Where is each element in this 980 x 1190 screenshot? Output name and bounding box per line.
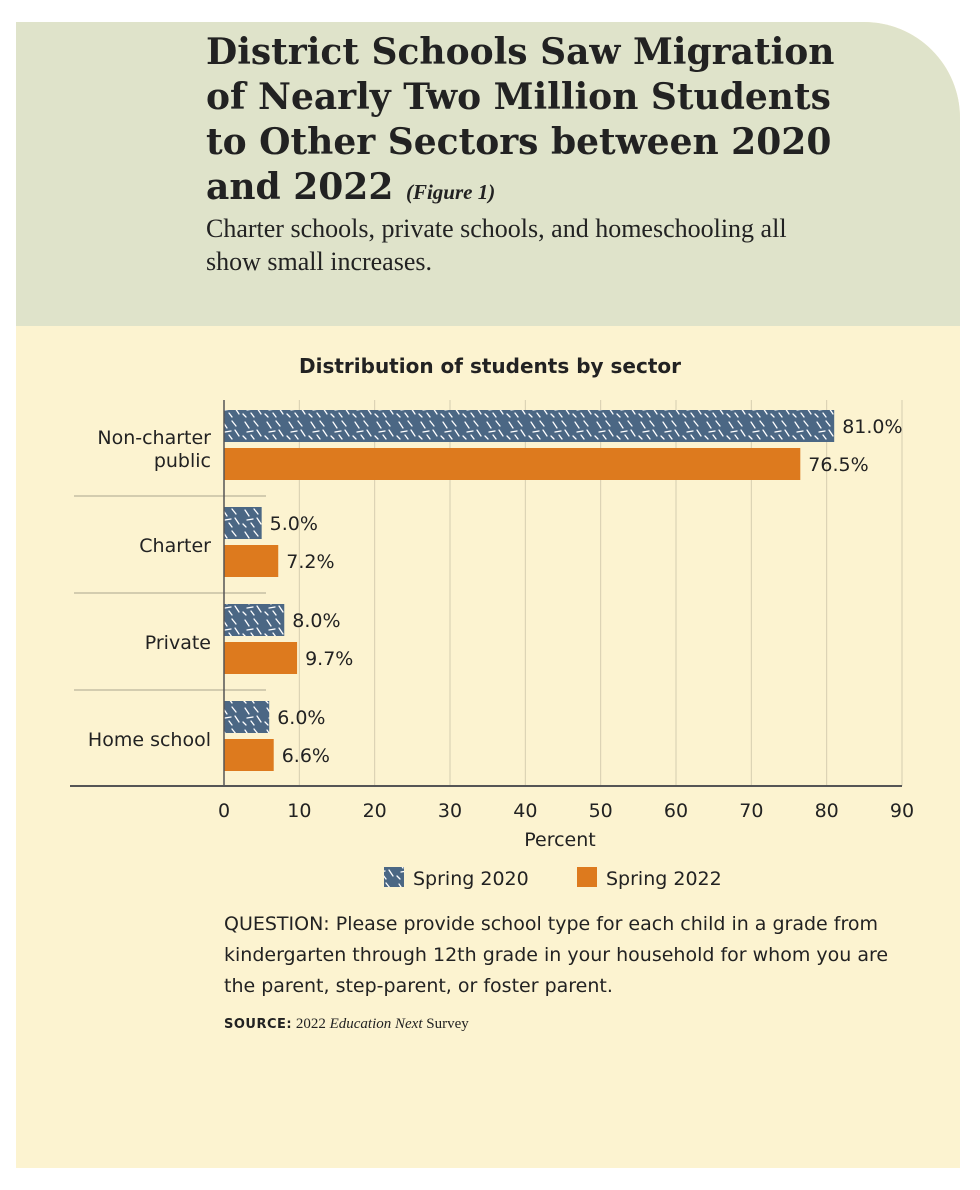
data-label: 9.7% [305, 648, 353, 670]
x-tick-label: 30 [438, 800, 462, 822]
category-label: Charter [139, 535, 211, 557]
x-tick-label: 40 [513, 800, 537, 822]
bar-spring-2020 [224, 701, 270, 733]
bar-spring-2020 [224, 604, 285, 636]
chart-title: Distribution of students by sector [298, 354, 681, 378]
category-label: Private [145, 632, 211, 654]
data-label: 81.0% [842, 416, 902, 438]
bar-spring-2022 [224, 448, 801, 480]
category-label: Home school [88, 729, 211, 751]
x-tick-label: 80 [815, 800, 839, 822]
x-tick-label: 90 [890, 800, 914, 822]
data-label: 6.0% [277, 707, 325, 729]
source-line: SOURCE: 2022 Education Next Survey [224, 1016, 469, 1033]
source-year: 2022 [295, 1016, 326, 1032]
legend-swatch [577, 867, 597, 887]
bar-spring-2022 [224, 642, 298, 674]
source-label: SOURCE: [224, 1017, 293, 1032]
x-tick-label: 60 [664, 800, 688, 822]
bar-spring-2020 [224, 410, 835, 442]
x-tick-label: 20 [363, 800, 387, 822]
legend-label: Spring 2022 [606, 868, 722, 890]
survey-question: QUESTION: Please provide school type for… [224, 913, 889, 997]
data-label: 76.5% [808, 454, 868, 476]
figure-title-text: District Schools Saw Migration of Nearly… [206, 31, 835, 208]
legend-label: Spring 2020 [413, 868, 529, 890]
figure-subtitle: Charter schools, private schools, and ho… [206, 214, 787, 276]
x-tick-label: 50 [589, 800, 613, 822]
bar-spring-2022 [224, 739, 274, 771]
source-publication: Education Next [329, 1016, 423, 1032]
x-axis-title: Percent [524, 829, 596, 851]
figure-card [16, 22, 960, 1168]
data-label: 5.0% [270, 513, 318, 535]
figure-title: District Schools Saw Migration of Nearly… [206, 30, 846, 215]
data-label: 7.2% [286, 551, 334, 573]
bar-spring-2022 [224, 545, 279, 577]
x-tick-label: 70 [739, 800, 763, 822]
x-tick-label: 10 [287, 800, 311, 822]
x-tick-label: 0 [218, 800, 230, 822]
figure-header [16, 22, 960, 326]
source-suffix: Survey [426, 1016, 469, 1032]
data-label: 8.0% [292, 610, 340, 632]
bar-spring-2020 [224, 507, 262, 539]
figure-number-label: (Figure 1) [405, 180, 496, 204]
category-label: Non-charter public [97, 427, 211, 472]
data-label: 6.6% [282, 745, 330, 767]
legend-swatch [384, 867, 404, 887]
